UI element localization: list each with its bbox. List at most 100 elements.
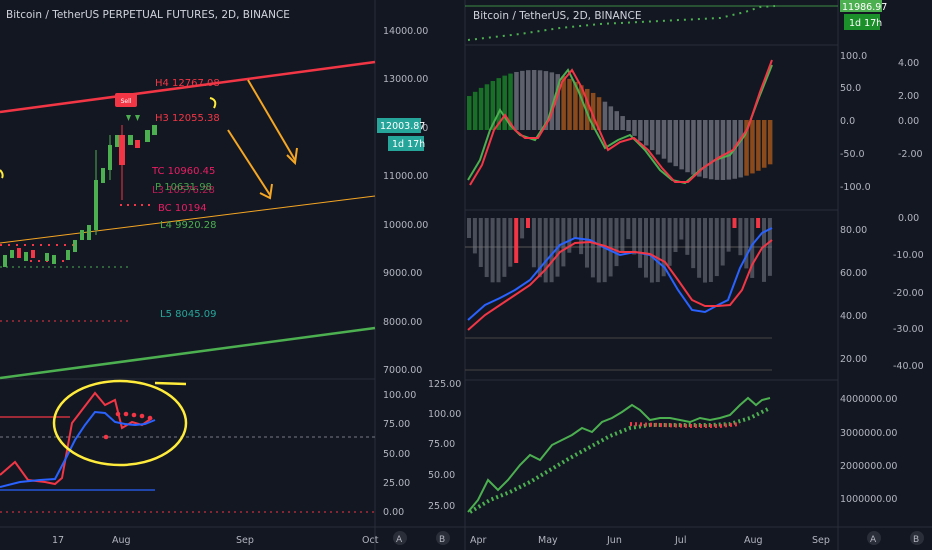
arrowhead xyxy=(286,147,298,166)
hist-green-line xyxy=(467,64,773,185)
right-p2-axis[interactable]: 80.00 60.00 40.00 20.00 0.00 -10.00 -20.… xyxy=(840,213,924,372)
p2-bar xyxy=(478,218,483,267)
p2-bar xyxy=(620,218,625,253)
h4-label: H4 12767.08 xyxy=(155,78,220,89)
p2-bar xyxy=(531,218,536,268)
histogram-bar xyxy=(508,73,513,130)
right-p1-axis[interactable]: 100.0 50.0 0.0 -50.0 -100.0 4.00 2.00 0.… xyxy=(840,51,923,193)
orange-trendline[interactable] xyxy=(0,195,376,244)
p2-bar xyxy=(738,218,743,256)
p2-bar xyxy=(514,218,519,263)
right-chart-title: Bitcoin / TetherUS, 2D, BINANCE xyxy=(473,10,641,22)
p2-bar xyxy=(614,218,619,267)
price-tick: 7000.00 xyxy=(383,365,422,376)
p3-tick: 2000000.00 xyxy=(840,461,897,472)
hist-red-line xyxy=(469,59,773,186)
osc-tick: 100.00 xyxy=(383,390,416,401)
squiggle-drawing xyxy=(0,169,4,179)
p3-tick: 4000000.00 xyxy=(840,394,897,405)
corner-b-button[interactable] xyxy=(910,531,924,545)
osc-tick: 75.00 xyxy=(383,419,410,430)
left-time-axis[interactable]: 17 Aug Sep Oct xyxy=(52,535,379,546)
histogram-bar xyxy=(703,120,708,179)
histogram-bar xyxy=(673,120,678,167)
histogram-bar xyxy=(738,120,743,178)
corner-b-label: B xyxy=(439,535,445,545)
p1-tick: -100.0 xyxy=(840,182,871,193)
tc-label: TC 10960.45 xyxy=(151,166,215,177)
p2-bar xyxy=(484,218,489,278)
circle-tail xyxy=(154,381,187,386)
histogram-bar xyxy=(537,70,543,130)
p2-bar xyxy=(732,218,737,228)
price-tick: 9000.00 xyxy=(383,268,422,279)
corner-b-button[interactable] xyxy=(436,531,450,545)
lower-channel-line[interactable] xyxy=(0,326,376,380)
histogram-bar xyxy=(514,71,519,130)
p2-bar xyxy=(697,218,702,278)
right-cumulative-panel[interactable] xyxy=(467,396,771,514)
right-oscillator-panel[interactable] xyxy=(465,218,773,371)
p3-red-dots xyxy=(629,422,741,428)
p2-bar xyxy=(655,218,660,283)
left-oscillator-panel[interactable] xyxy=(0,379,375,513)
p2-bar xyxy=(714,218,719,277)
histogram-bar xyxy=(490,81,496,130)
histogram-bar xyxy=(478,87,484,130)
p1-tick-right: 2.00 xyxy=(898,91,919,102)
osc-tick-right: 75.00 xyxy=(428,439,455,450)
corner-a-label: A xyxy=(396,535,403,545)
p2-tick-right: -30.00 xyxy=(893,324,924,335)
countdown-badge xyxy=(388,136,424,151)
right-histogram-panel[interactable] xyxy=(467,59,773,186)
upper-channel-line[interactable] xyxy=(0,60,376,114)
osc-dots xyxy=(103,411,153,440)
p2-bar xyxy=(567,218,572,253)
p2-bar xyxy=(720,218,725,266)
histogram-bar xyxy=(585,88,590,130)
p2-bar xyxy=(496,218,501,283)
p2-bar xyxy=(626,218,631,240)
histogram-bar xyxy=(579,85,584,130)
histogram-bar xyxy=(744,120,749,176)
right-price-badge xyxy=(840,0,882,12)
corner-a-button[interactable] xyxy=(867,531,881,545)
osc-tick-right: 25.00 xyxy=(428,501,455,512)
left-main-panel[interactable]: Sell H4 12767.08 H3 12055.38 TC 10960.45… xyxy=(0,9,376,380)
down-arrow-icon xyxy=(135,115,140,121)
histogram-bar xyxy=(590,92,596,130)
p1-tick: 50.0 xyxy=(840,83,861,94)
p3-green-line xyxy=(467,396,771,513)
p2-tick-right: -20.00 xyxy=(893,288,924,299)
down-arrow-icon xyxy=(126,115,131,121)
p2-bar xyxy=(756,218,761,228)
histogram-bar xyxy=(708,120,714,180)
p1-tick: -50.0 xyxy=(840,149,865,160)
p2-bar xyxy=(561,218,566,267)
p2-tick: 40.00 xyxy=(840,311,867,322)
histogram-bar xyxy=(767,120,773,165)
osc-blue-line xyxy=(0,410,156,488)
p2-tick: 20.00 xyxy=(840,354,867,365)
right-time-axis[interactable]: Apr May Jun Jul Aug Sep xyxy=(470,535,830,546)
histogram-bar xyxy=(596,97,602,130)
corner-a-button[interactable] xyxy=(393,531,407,545)
p-alt-label: L3 10576.28 xyxy=(152,185,215,196)
histogram-bar xyxy=(655,120,661,155)
osc-tick: 0.00 xyxy=(383,507,404,518)
p1-tick: 100.0 xyxy=(840,51,867,62)
histogram-bar xyxy=(685,120,690,173)
histogram-bar xyxy=(467,96,472,130)
p-label: P 10631.98 xyxy=(155,182,212,193)
p1-tick-right: -2.00 xyxy=(898,149,923,160)
down-arrow-drawing xyxy=(247,79,296,161)
right-p3-axis[interactable]: 4000000.00 3000000.00 2000000.00 1000000… xyxy=(840,394,897,505)
left-osc-axis[interactable]: 100.00 75.00 50.00 25.00 0.00 125.00 100… xyxy=(383,379,461,518)
right-price-panel[interactable]: Bitcoin / TetherUS, 2D, BINANCE xyxy=(465,5,838,41)
histogram-bar xyxy=(472,91,478,130)
sell-tag-label: Sell xyxy=(121,98,132,105)
left-price-axis[interactable]: 14000.00 13000.00 12000.00 11000.00 1000… xyxy=(383,26,428,376)
histogram-bar xyxy=(526,70,531,130)
p2-bar xyxy=(667,218,672,266)
